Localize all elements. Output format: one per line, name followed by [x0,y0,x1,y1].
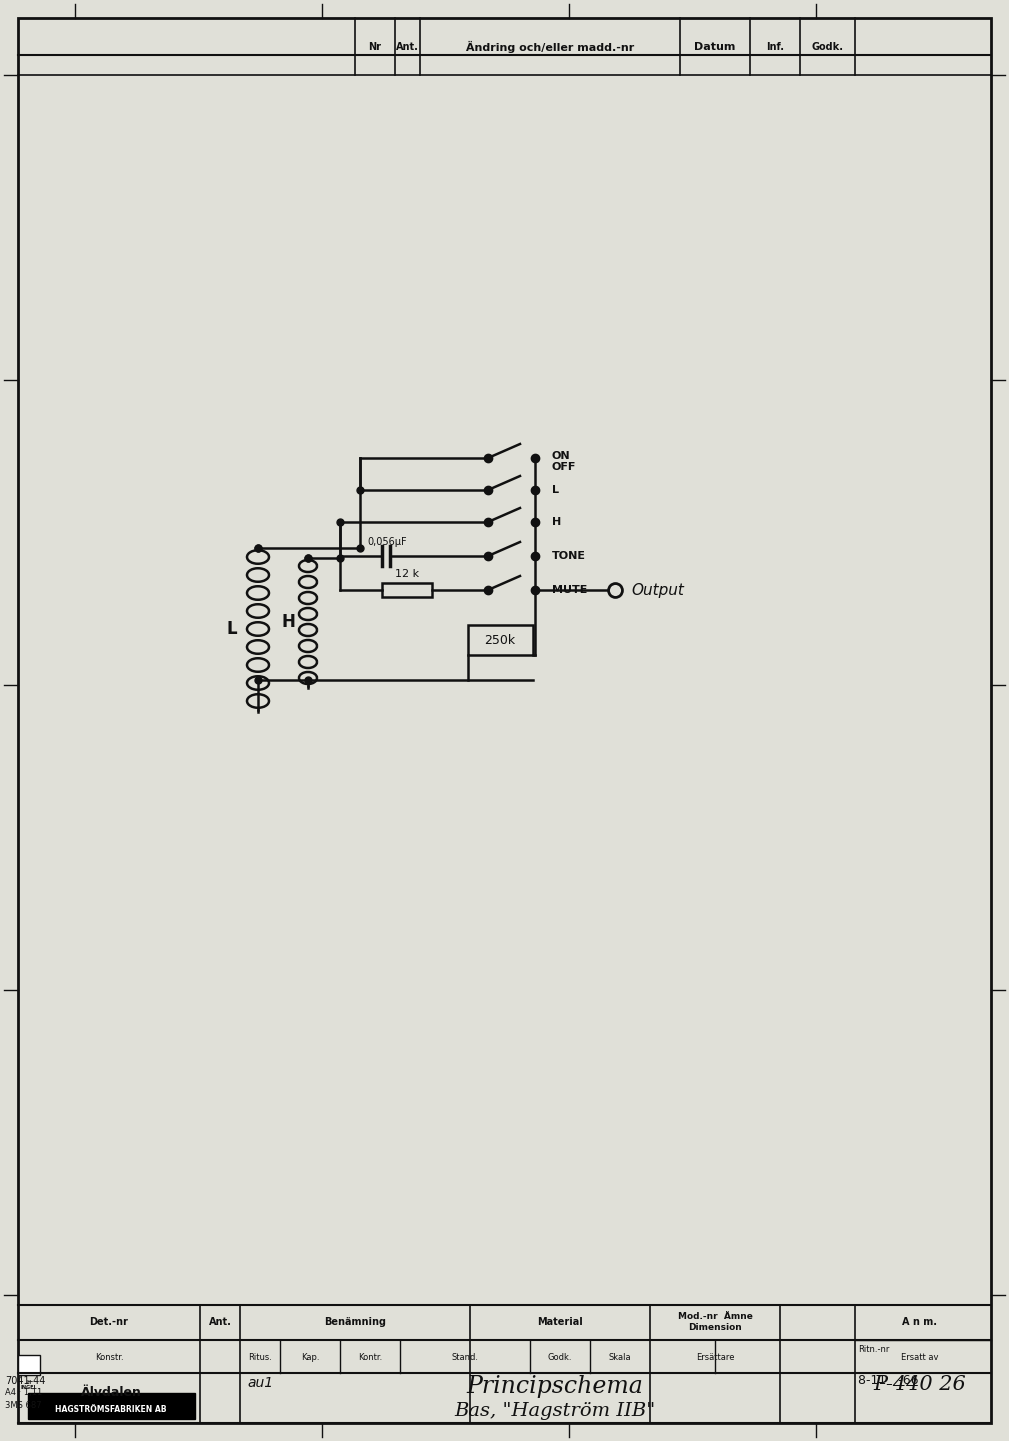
Text: Godk.: Godk. [812,42,844,52]
Bar [467,625,533,656]
Text: Output: Output [631,582,684,598]
Text: Ersättare: Ersättare [696,1353,735,1362]
Text: H: H [282,612,295,631]
Text: OFF: OFF [552,463,576,473]
Text: Bas, "Hagström IIB": Bas, "Hagström IIB" [454,1402,656,1419]
Text: Nr: Nr [368,42,381,52]
Text: Godk.: Godk. [548,1353,572,1362]
Bar [382,584,432,597]
Text: Skala: Skala [608,1353,632,1362]
Text: Det.-nr: Det.-nr [90,1317,128,1327]
Text: A4 · 1,11: A4 · 1,11 [5,1389,42,1398]
Text: Inf.: Inf. [766,42,784,52]
Text: Stand.: Stand. [451,1353,478,1362]
Text: H: H [552,517,561,527]
Text: L: L [227,620,237,638]
Text: Ant.: Ant. [396,42,419,52]
Text: 12 k: 12 k [395,569,419,579]
Text: au1: au1 [247,1376,273,1391]
Text: 7041-44: 7041-44 [5,1376,45,1386]
Text: Konstr.: Konstr. [95,1353,123,1362]
Text: H
INGEL: H INGEL [21,1379,37,1391]
Text: TONE: TONE [552,550,586,561]
Text: Älvdalen: Älvdalen [81,1386,141,1399]
Text: ON: ON [552,451,571,461]
Text: Ritn.-nr: Ritn.-nr [858,1346,889,1355]
Text: Ant.: Ant. [209,1317,231,1327]
Text: L: L [552,486,559,496]
Text: HAGSTRÖMSFABRIKEN AB: HAGSTRÖMSFABRIKEN AB [55,1405,166,1414]
Text: Ersatt av: Ersatt av [901,1353,938,1362]
Text: Benämning: Benämning [324,1317,386,1327]
Text: 3MS 687: 3MS 687 [5,1401,41,1409]
Text: Ritus.: Ritus. [248,1353,272,1362]
Text: Datum: Datum [694,42,736,52]
Text: Principschema: Principschema [466,1376,644,1399]
Text: MUTE: MUTE [552,585,587,595]
Text: Ändring och/eller madd.-nr: Ändring och/eller madd.-nr [466,40,634,53]
Text: Material: Material [537,1317,583,1327]
Text: Mod.-nr  Ämne
Dimension: Mod.-nr Ämne Dimension [678,1313,753,1331]
Text: Kap.: Kap. [301,1353,319,1362]
Bar [28,1393,195,1419]
Text: Kontr.: Kontr. [358,1353,382,1362]
Text: 250k: 250k [484,634,516,647]
Text: A n m.: A n m. [902,1317,937,1327]
Text: 8-11   -66: 8-11 -66 [858,1375,918,1388]
Text: 0,056μF: 0,056μF [367,537,407,548]
Bar [18,1355,40,1375]
Text: P-440 26: P-440 26 [874,1376,967,1395]
